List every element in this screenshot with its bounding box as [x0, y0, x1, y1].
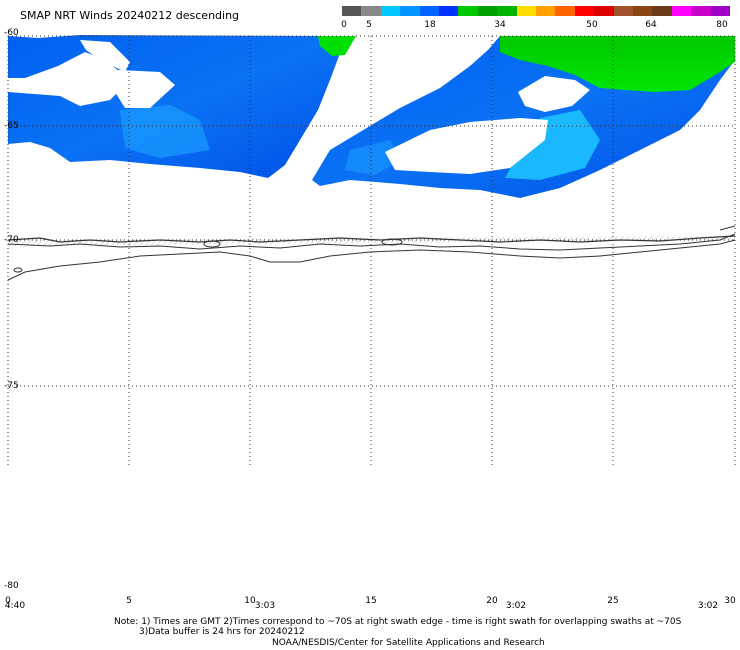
colorbar-label: 18 [424, 20, 436, 30]
colorbar-segment [497, 6, 518, 16]
left-swath-winds [8, 35, 345, 178]
colorbar-label: 50 [586, 20, 598, 30]
footer-note-line1: Note: 1) Times are GMT 2)Times correspon… [114, 617, 682, 627]
colorbar-segment [594, 6, 615, 16]
colorbar-segment [400, 6, 421, 16]
time-label-4: 3:02 [697, 601, 719, 611]
colorbar-label: 5 [366, 20, 372, 30]
left-swath-gap-1 [8, 52, 130, 106]
colorbar-label: 80 [716, 20, 728, 30]
coastline-right-tip [719, 225, 736, 231]
time-label-3: 3:02 [505, 601, 527, 611]
lat-label-80: -80 [4, 581, 19, 591]
time-label-2: 3:03 [254, 601, 276, 611]
colorbar-segment [555, 6, 576, 16]
footer-note-line2: 3)Data buffer is 24 hrs for 20240212 [139, 627, 305, 637]
colorbar-segment [613, 6, 634, 16]
colorbar-segment [361, 6, 382, 16]
colorbar-segment [516, 6, 537, 16]
coastline-island-2 [203, 240, 221, 248]
left-swath-light-region [120, 105, 210, 158]
coastline-ice-shelf [7, 233, 736, 251]
left-swath-green-patch [318, 36, 356, 56]
colorbar-segment [710, 6, 731, 16]
right-swath-light-region-2 [345, 140, 400, 175]
lat-label-70: -70 [4, 235, 19, 245]
colorbar-segment [574, 6, 595, 16]
right-swath-green-band [500, 36, 735, 92]
right-swath-gap-1 [385, 118, 548, 174]
right-swath-gap-2 [518, 76, 590, 112]
left-swath-gap-2 [80, 40, 130, 72]
lon-label-30: 30 [724, 596, 736, 606]
colorbar-segment [691, 6, 712, 16]
lon-label-15: 15 [365, 596, 377, 606]
lon-label-5: 5 [126, 596, 132, 606]
colorbar-segment [380, 6, 401, 16]
colorbar-segment [419, 6, 440, 16]
left-swath-gap-3 [115, 70, 175, 108]
coastline-island [13, 267, 23, 273]
colorbar-segment [536, 6, 556, 16]
lon-label-10: 10 [244, 596, 256, 606]
lat-label-60: -60 [4, 28, 19, 38]
colorbar-label: 0 [341, 20, 347, 30]
coastline-inland [7, 239, 736, 281]
coastline-island-3 [381, 238, 403, 246]
colorbar-segment [652, 6, 673, 16]
footer-credit: NOAA/NESDIS/Center for Satellite Applica… [272, 638, 545, 648]
colorbar-segment [477, 6, 498, 16]
colorbar-label: 34 [494, 20, 506, 30]
lon-label-0: 0 [5, 596, 11, 606]
colorbar-segment [633, 6, 653, 16]
colorbar-segment [439, 6, 459, 16]
map-title: SMAP NRT Winds 20240212 descending [20, 9, 240, 22]
lon-label-25: 25 [607, 596, 619, 606]
right-swath-light-region [505, 110, 600, 180]
lat-label-75: -75 [4, 381, 19, 391]
colorbar-segment [458, 6, 479, 16]
colorbar-segment [671, 6, 692, 16]
lat-label-65: -65 [4, 121, 19, 131]
time-label-1: 4:40 [4, 601, 26, 611]
lon-label-20: 20 [486, 596, 498, 606]
colorbar-segment [342, 6, 362, 16]
colorbar-label: 64 [645, 20, 657, 30]
